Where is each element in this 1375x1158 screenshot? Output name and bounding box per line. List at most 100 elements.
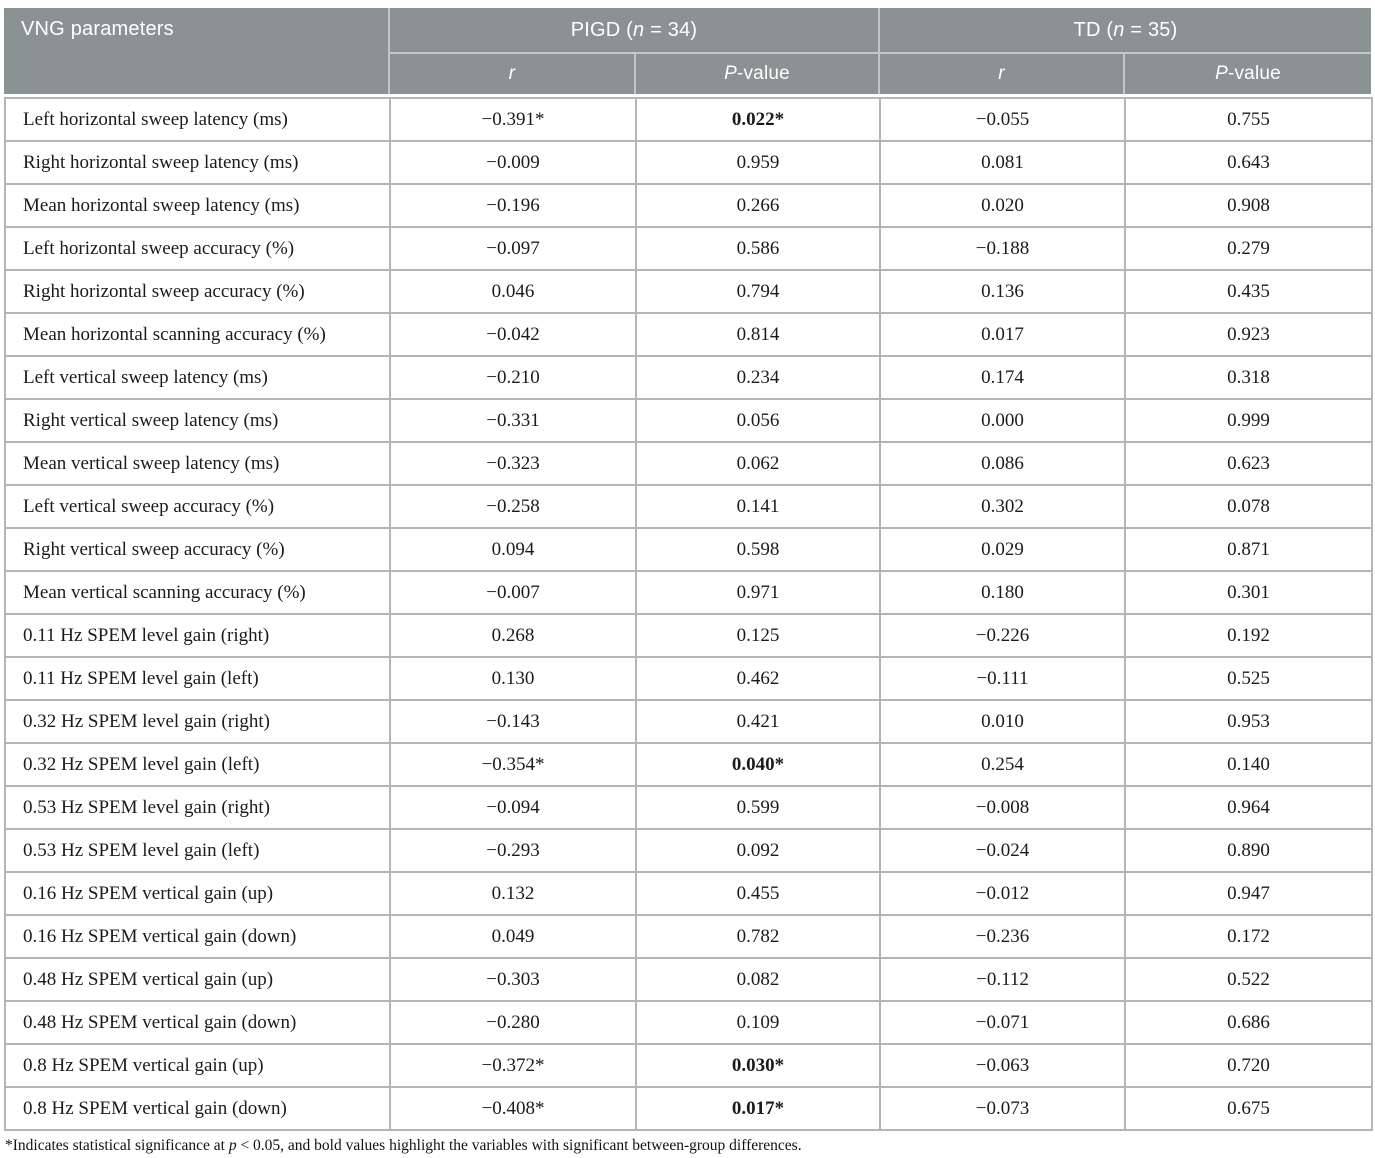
table-row: 0.11 Hz SPEM level gain (right) 0.268 0.… (4, 613, 1373, 658)
td-p-value-cell: 0.923 (1124, 312, 1373, 357)
pigd-p-value-cell: 0.455 (635, 871, 881, 916)
footnote-text-rest: < 0.05, and bold values highlight the va… (236, 1137, 802, 1154)
td-p-value-cell: 0.908 (1124, 183, 1373, 228)
table-row: 0.48 Hz SPEM vertical gain (down) −0.280… (4, 1000, 1373, 1045)
row-parameter-label: 0.8 Hz SPEM vertical gain (down) (4, 1086, 391, 1131)
td-p-value-cell: 0.623 (1124, 441, 1373, 486)
pigd-p-value-cell: 0.971 (635, 570, 881, 615)
td-r-cell: 0.000 (879, 398, 1126, 443)
row-parameter-label: Right vertical sweep latency (ms) (4, 398, 391, 443)
column-header-pvalue-td: P -value (1125, 54, 1371, 94)
row-parameter-label: Left horizontal sweep accuracy (%) (4, 226, 391, 271)
table-row: Left horizontal sweep latency (ms) −0.39… (4, 97, 1373, 142)
pigd-p-value-cell: 0.062 (635, 441, 881, 486)
pigd-r-cell: −0.097 (389, 226, 637, 271)
pigd-r-cell: −0.303 (389, 957, 637, 1002)
td-p-value-cell: 0.525 (1124, 656, 1373, 701)
pigd-r-cell: 0.094 (389, 527, 637, 572)
column-header-vng-parameters: VNG parameters (4, 8, 388, 94)
row-parameter-label: Right horizontal sweep latency (ms) (4, 140, 391, 185)
table-row: Left vertical sweep latency (ms) −0.210 … (4, 355, 1373, 400)
td-r-cell: −0.226 (879, 613, 1126, 658)
column-header-r-td: r (880, 54, 1123, 94)
td-r-cell: −0.112 (879, 957, 1126, 1002)
pigd-r-cell: −0.391* (389, 97, 637, 142)
group-pigd-n: n (633, 18, 645, 41)
table-row: 0.48 Hz SPEM vertical gain (up) −0.303 0… (4, 957, 1373, 1002)
pigd-p-value-cell: 0.586 (635, 226, 881, 271)
td-r-cell: 0.029 (879, 527, 1126, 572)
pigd-r-cell: −0.196 (389, 183, 637, 228)
row-parameter-label: 0.32 Hz SPEM level gain (right) (4, 699, 391, 744)
row-parameter-label: 0.53 Hz SPEM level gain (right) (4, 785, 391, 830)
pigd-r-cell: −0.372* (389, 1043, 637, 1088)
td-r-cell: 0.302 (879, 484, 1126, 529)
row-parameter-label: 0.11 Hz SPEM level gain (right) (4, 613, 391, 658)
row-parameter-label: 0.8 Hz SPEM vertical gain (up) (4, 1043, 391, 1088)
pigd-p-value-cell: 0.109 (635, 1000, 881, 1045)
pigd-r-cell: −0.143 (389, 699, 637, 744)
table-row: 0.11 Hz SPEM level gain (left) 0.130 0.4… (4, 656, 1373, 701)
td-p-value-cell: 0.643 (1124, 140, 1373, 185)
pigd-p-value-cell: 0.082 (635, 957, 881, 1002)
group-pigd-count: = 34) (644, 18, 698, 41)
p-value-suffix: -value (1227, 63, 1281, 84)
pigd-p-value-cell: 0.266 (635, 183, 881, 228)
group-pigd-label: PIGD ( (570, 18, 634, 41)
td-r-cell: −0.236 (879, 914, 1126, 959)
pigd-p-value-cell: 0.462 (635, 656, 881, 701)
r-label: r (508, 63, 516, 84)
row-parameter-label: Left vertical sweep latency (ms) (4, 355, 391, 400)
table-row: 0.8 Hz SPEM vertical gain (up) −0.372* 0… (4, 1043, 1373, 1088)
group-td-n: n (1113, 18, 1125, 41)
pigd-r-cell: 0.046 (389, 269, 637, 314)
table-row: Right horizontal sweep accuracy (%) 0.04… (4, 269, 1373, 314)
td-p-value-cell: 0.755 (1124, 97, 1373, 142)
table-row: Mean horizontal scanning accuracy (%) −0… (4, 312, 1373, 357)
p-label: P (1215, 63, 1228, 84)
pigd-r-cell: −0.280 (389, 1000, 637, 1045)
td-r-cell: 0.017 (879, 312, 1126, 357)
td-r-cell: −0.024 (879, 828, 1126, 873)
pigd-r-cell: −0.042 (389, 312, 637, 357)
group-td-count: = 35) (1124, 18, 1178, 41)
pigd-p-value-cell: 0.598 (635, 527, 881, 572)
td-r-cell: −0.073 (879, 1086, 1126, 1131)
p-label: P (724, 63, 737, 84)
table-row: Right vertical sweep accuracy (%) 0.094 … (4, 527, 1373, 572)
r-label: r (998, 63, 1005, 84)
row-parameter-label: Mean horizontal sweep latency (ms) (4, 183, 391, 228)
td-p-value-cell: 0.522 (1124, 957, 1373, 1002)
pigd-p-value-cell: 0.017* (635, 1086, 881, 1131)
pigd-p-value-cell: 0.794 (635, 269, 881, 314)
pigd-p-value-cell: 0.030* (635, 1043, 881, 1088)
td-r-cell: −0.188 (879, 226, 1126, 271)
td-r-cell: 0.180 (879, 570, 1126, 615)
row-parameter-label: 0.16 Hz SPEM vertical gain (up) (4, 871, 391, 916)
column-header-r-pigd: r (390, 54, 634, 94)
td-r-cell: 0.136 (879, 269, 1126, 314)
pigd-r-cell: −0.323 (389, 441, 637, 486)
td-r-cell: 0.010 (879, 699, 1126, 744)
row-parameter-label: 0.16 Hz SPEM vertical gain (down) (4, 914, 391, 959)
td-r-cell: −0.012 (879, 871, 1126, 916)
row-parameter-label: Left horizontal sweep latency (ms) (4, 97, 391, 142)
pigd-p-value-cell: 0.959 (635, 140, 881, 185)
table-row: Left horizontal sweep accuracy (%) −0.09… (4, 226, 1373, 271)
table-row: 0.32 Hz SPEM level gain (right) −0.143 0… (4, 699, 1373, 744)
column-header-pvalue-pigd: P -value (636, 54, 878, 94)
table-row: 0.53 Hz SPEM level gain (left) −0.293 0.… (4, 828, 1373, 873)
td-r-cell: 0.020 (879, 183, 1126, 228)
table-row: Left vertical sweep accuracy (%) −0.258 … (4, 484, 1373, 529)
td-p-value-cell: 0.890 (1124, 828, 1373, 873)
td-r-cell: 0.086 (879, 441, 1126, 486)
pigd-p-value-cell: 0.056 (635, 398, 881, 443)
td-p-value-cell: 0.953 (1124, 699, 1373, 744)
td-p-value-cell: 0.301 (1124, 570, 1373, 615)
td-p-value-cell: 0.871 (1124, 527, 1373, 572)
column-group-pigd: PIGD (n = 34) (390, 8, 878, 52)
row-parameter-label: Right vertical sweep accuracy (%) (4, 527, 391, 572)
p-value-suffix: -value (736, 63, 790, 84)
td-r-cell: −0.055 (879, 97, 1126, 142)
td-r-cell: −0.063 (879, 1043, 1126, 1088)
